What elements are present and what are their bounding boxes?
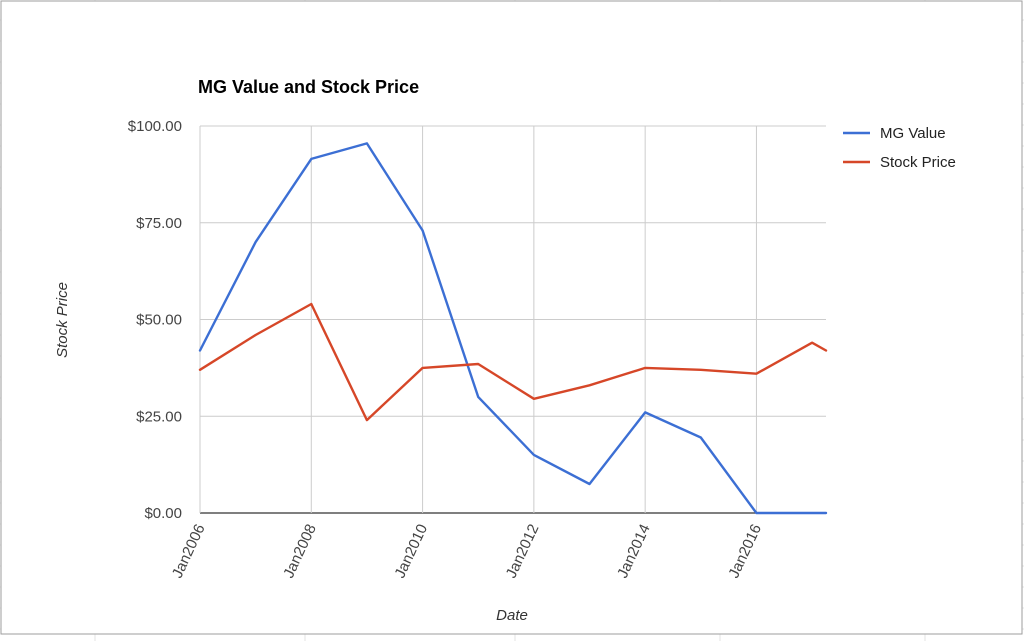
y-axis-ticks: $0.00 $25.00 $50.00 $75.00 $100.00 <box>128 118 182 522</box>
y-tick-label: $50.00 <box>136 312 182 329</box>
legend: MG Value Stock Price <box>843 125 956 171</box>
y-tick-label: $75.00 <box>136 215 182 232</box>
chart-title: MG Value and Stock Price <box>198 77 419 97</box>
y-tick-label: $25.00 <box>136 408 182 425</box>
series-layer <box>198 142 828 515</box>
y-tick-label: $0.00 <box>144 505 182 522</box>
legend-label: MG Value <box>880 125 946 142</box>
series-line-stock-price <box>198 302 828 422</box>
gridlines <box>199 125 826 514</box>
y-axis-title: Stock Price <box>54 282 71 358</box>
legend-label: Stock Price <box>880 154 956 171</box>
x-axis-title: Date <box>496 607 528 624</box>
y-tick-label: $100.00 <box>128 118 182 135</box>
series-line-mg-value <box>198 142 828 515</box>
